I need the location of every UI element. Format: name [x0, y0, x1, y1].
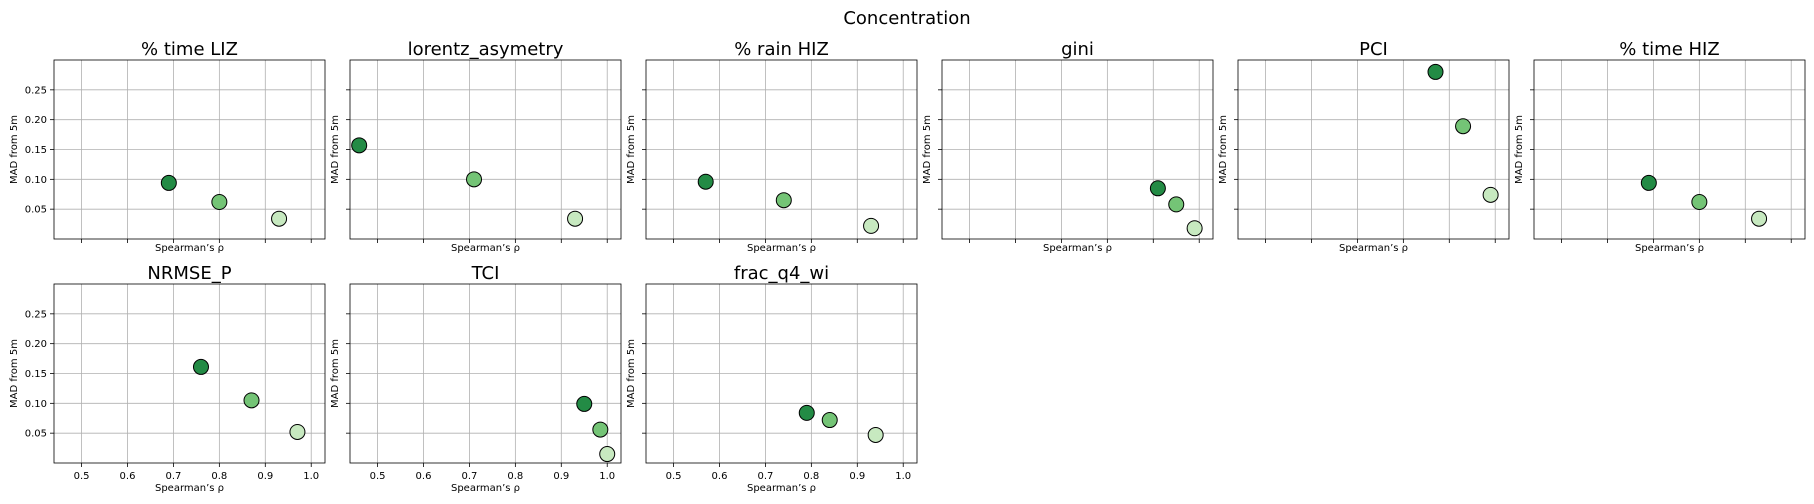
x-axis-label: Spearman’s ρ	[747, 243, 816, 254]
y-tick-label: 0.15	[25, 369, 47, 380]
data-point	[1691, 194, 1708, 211]
data-point	[192, 358, 209, 375]
data-point	[160, 174, 177, 191]
subplot-9: 0.5 0.6 0.7 0.8 0.9 1.0 frac_q4_wi Spearman’s ρ…	[626, 263, 918, 494]
y-axis-label: MAD from 5m	[9, 115, 20, 184]
subplot-title: % time LIZ	[141, 39, 238, 60]
x-axis-label: Spearman’s ρ	[1339, 243, 1408, 254]
x-axis-label: Spearman’s ρ	[1043, 243, 1112, 254]
subplot-title: frac_q4_wi	[734, 263, 829, 284]
data-point	[1427, 63, 1444, 80]
data-point	[289, 423, 306, 440]
x-axis-label: Spearman’s ρ	[747, 483, 816, 494]
x-tick-label: 0.7	[461, 471, 477, 482]
y-axis-label: MAD from 5m	[626, 115, 637, 184]
subplot-6: % time HIZ Spearman’s ρ MAD from 5m	[1514, 39, 1806, 254]
x-axis-label: Spearman’s ρ	[451, 243, 520, 254]
x-tick-label: 1.0	[895, 471, 911, 482]
data-point	[1186, 220, 1203, 237]
y-axis-label: MAD from 5m	[1514, 115, 1525, 184]
y-tick-label: 0.05	[25, 429, 47, 440]
y-tick-label: 0.10	[25, 175, 47, 186]
x-tick-label: 1.0	[303, 471, 319, 482]
data-point	[243, 392, 260, 409]
x-tick-label: 0.8	[211, 471, 227, 482]
figure-title: Concentration	[843, 8, 970, 29]
y-tick-label: 0.25	[25, 309, 47, 320]
data-point	[599, 446, 616, 463]
data-point	[567, 210, 584, 227]
x-tick-label: 0.8	[507, 471, 523, 482]
y-tick-label: 0.20	[25, 339, 47, 350]
subplot-title: gini	[1061, 39, 1094, 60]
data-point	[576, 395, 593, 412]
x-tick-label: 0.8	[803, 471, 819, 482]
data-point	[775, 192, 792, 209]
x-tick-label: 0.7	[165, 471, 181, 482]
x-tick-label: 0.9	[849, 471, 865, 482]
subplot-1: 0.05 0.10 0.15 0.20 0.25 % time LIZ Spearman’s…	[9, 39, 326, 254]
y-tick-label: 0.05	[25, 205, 47, 216]
data-point	[592, 421, 609, 438]
subplot-8: 0.5 0.6 0.7 0.8 0.9 1.0 TCI Spearman’s ρ MAD fro…	[330, 263, 622, 494]
y-axis-label: MAD from 5m	[626, 339, 637, 408]
subplot-7: 0.05 0.10 0.15 0.20 0.25 0.5 0.6 0.7 0.8 0.9 1.0 NR…	[9, 263, 326, 494]
data-point	[466, 171, 483, 188]
x-tick-label: 0.5	[666, 471, 682, 482]
subplot-2: lorentz_asymetry Spearman’s ρ MAD from 5m	[330, 39, 622, 254]
data-point	[1640, 174, 1657, 191]
subplot-title: PCI	[1359, 39, 1388, 60]
subplot-title: % rain HIZ	[734, 39, 829, 60]
x-tick-label: 0.6	[712, 471, 728, 482]
subplot-title: lorentz_asymetry	[408, 39, 564, 60]
y-axis-label: MAD from 5m	[1218, 115, 1229, 184]
x-tick-label: 0.5	[74, 471, 90, 482]
subplot-title: % time HIZ	[1619, 39, 1719, 60]
subplot-3: % rain HIZ Spearman’s ρ MAD from 5m	[626, 39, 918, 254]
x-axis-label: Spearman’s ρ	[155, 243, 224, 254]
subplot-title: NRMSE_P	[147, 263, 231, 284]
x-tick-label: 0.5	[370, 471, 386, 482]
y-tick-label: 0.10	[25, 399, 47, 410]
data-point	[697, 173, 714, 190]
x-tick-label: 0.9	[257, 471, 273, 482]
subplot-5: PCI Spearman’s ρ MAD from 5m	[1218, 39, 1510, 254]
y-tick-label: 0.15	[25, 145, 47, 156]
x-tick-label: 0.9	[553, 471, 569, 482]
y-tick-label: 0.20	[25, 115, 47, 126]
data-point	[1149, 180, 1166, 197]
data-point	[1751, 210, 1768, 227]
data-point	[211, 194, 228, 211]
data-point	[821, 412, 838, 429]
data-point	[1455, 118, 1472, 135]
y-axis-label: MAD from 5m	[922, 115, 933, 184]
x-tick-label: 0.6	[416, 471, 432, 482]
y-axis-label: MAD from 5m	[330, 339, 341, 408]
data-point	[1482, 186, 1499, 203]
x-axis-label: Spearman’s ρ	[1635, 243, 1704, 254]
subplot-title: TCI	[471, 263, 500, 284]
y-axis-label: MAD from 5m	[330, 115, 341, 184]
panels-group: 0.05 0.10 0.15 0.20 0.25 % time LIZ Spearman’s…	[9, 39, 1806, 494]
x-tick-label: 0.7	[757, 471, 773, 482]
x-tick-label: 1.0	[599, 471, 615, 482]
x-axis-label: Spearman’s ρ	[155, 483, 224, 494]
y-tick-label: 0.25	[25, 85, 47, 96]
y-axis-label: MAD from 5m	[9, 339, 20, 408]
x-axis-label: Spearman’s ρ	[451, 483, 520, 494]
subplot-4: gini Spearman’s ρ MAD from 5m	[922, 39, 1214, 254]
data-point	[271, 210, 288, 227]
data-point	[1168, 196, 1185, 213]
data-point	[863, 217, 880, 234]
data-point	[351, 137, 368, 154]
x-tick-label: 0.6	[120, 471, 136, 482]
data-point	[867, 426, 884, 443]
data-point	[798, 404, 815, 421]
